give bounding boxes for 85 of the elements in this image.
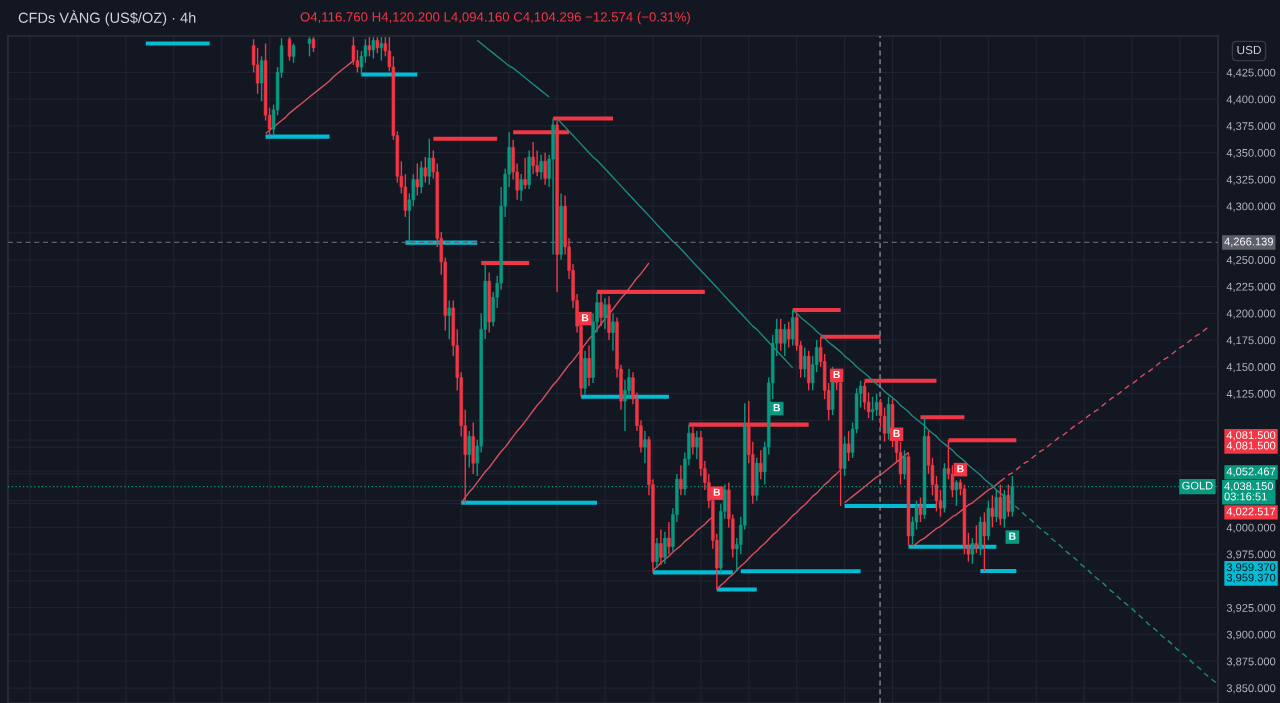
candlestick (539, 154, 543, 181)
y-tick-label: 3,900.000 (1226, 630, 1276, 640)
candlestick (419, 160, 424, 195)
y-tick-label: 4,400.000 (1226, 95, 1276, 105)
y-tick-label: 4,200.000 (1226, 309, 1276, 319)
candlestick (379, 36, 384, 62)
y-tick-label: 4,300.000 (1226, 202, 1276, 212)
candlestick (1002, 489, 1007, 529)
candlestick (543, 152, 547, 186)
y-tick-label: 4,081.500 4,081.500 (1226, 431, 1276, 451)
chart-subtitle: O4,116.760 H4,120.200 L4,094.160 C4,104.296 −12.574 (−0.31%) (300, 11, 690, 25)
candlestick (467, 430, 471, 469)
y-axis-title: USD (1237, 45, 1261, 55)
candlestick (802, 346, 807, 379)
candlestick (695, 430, 699, 460)
y-tick-label: 4,000.000 (1226, 523, 1276, 533)
y-tick-label: 3,875.000 (1226, 657, 1276, 667)
line-series (556, 117, 794, 369)
data-label: B (581, 314, 589, 322)
candlestick (990, 494, 995, 529)
y-tick-label: 4,425.000 (1226, 68, 1276, 78)
y-tick-label: 4,375.000 (1226, 122, 1276, 132)
candlestick (659, 528, 663, 566)
data-label: B (957, 465, 964, 473)
ref-line-label: 4,266.139 (1224, 237, 1273, 247)
candlestick (779, 317, 783, 352)
candlestick (371, 36, 376, 60)
candlestick (790, 309, 795, 347)
candlestick (587, 344, 591, 387)
y-tick-label: 4,022.517 (1226, 507, 1276, 517)
y-tick-label: 3,850.000 (1226, 684, 1276, 694)
y-tick-label: 3,975.000 (1226, 550, 1276, 560)
candlestick (663, 531, 667, 565)
candlestick (786, 321, 791, 349)
candlestick (427, 138, 432, 186)
y-tick-label: 4,225.000 (1226, 282, 1276, 292)
candlestick (655, 537, 659, 569)
data-label: B (893, 429, 900, 437)
data-label: B (833, 370, 840, 379)
candlestick (846, 430, 851, 462)
candlestick (998, 483, 1003, 526)
y-tick-label: 3,925.000 (1226, 603, 1276, 614)
y-tick-label: 4,350.000 (1226, 148, 1276, 159)
y-tick-label: 4,325.000 (1226, 175, 1276, 185)
y-tick-label: 4,052.467 (1226, 467, 1276, 477)
candlestick (423, 156, 428, 184)
candlestick (982, 511, 987, 572)
data-label: B (713, 488, 721, 496)
candlestick (523, 157, 527, 190)
candlestick (643, 430, 647, 464)
candlestick (954, 479, 959, 507)
chart-title: CFDs VÀNG (US$/OZ) · 4h (18, 10, 196, 26)
candlestick (599, 293, 603, 327)
candlestick (874, 392, 879, 417)
data-label: B (773, 404, 781, 412)
candlestick (603, 297, 607, 331)
candlestick (611, 312, 615, 352)
candlestick (531, 141, 535, 175)
candlestick (974, 524, 979, 554)
ref-line-label: 4,038.150 03:16:51 (1224, 482, 1274, 501)
candlestick (259, 55, 264, 103)
candlestick (1006, 483, 1011, 518)
y-tick-label: 4,250.000 (1226, 256, 1276, 266)
y-tick-label: 4,150.000 (1226, 363, 1276, 373)
y-tick-label: 4,125.000 (1226, 389, 1276, 400)
y-tick-label: 4,175.000 (1226, 336, 1276, 346)
candlestick (291, 42, 296, 64)
candlestick (870, 396, 875, 422)
annotation: GOLD (1182, 481, 1213, 490)
candlestick (970, 537, 975, 565)
candlestick (918, 496, 923, 523)
candlestick (367, 36, 372, 58)
candlestick (667, 521, 671, 555)
candlestick (447, 299, 451, 340)
candlestick (902, 449, 907, 480)
candlestick (287, 36, 292, 62)
candlestick (679, 464, 683, 496)
candlestick (759, 449, 763, 480)
data-label: B (1009, 532, 1016, 540)
candlestick (519, 173, 523, 202)
y-tick-label: 3,959.370 3,959.370 (1226, 563, 1276, 583)
candlestick (307, 36, 312, 58)
candlestick (415, 162, 420, 197)
candlestick (783, 323, 787, 357)
candlestick (994, 489, 999, 523)
